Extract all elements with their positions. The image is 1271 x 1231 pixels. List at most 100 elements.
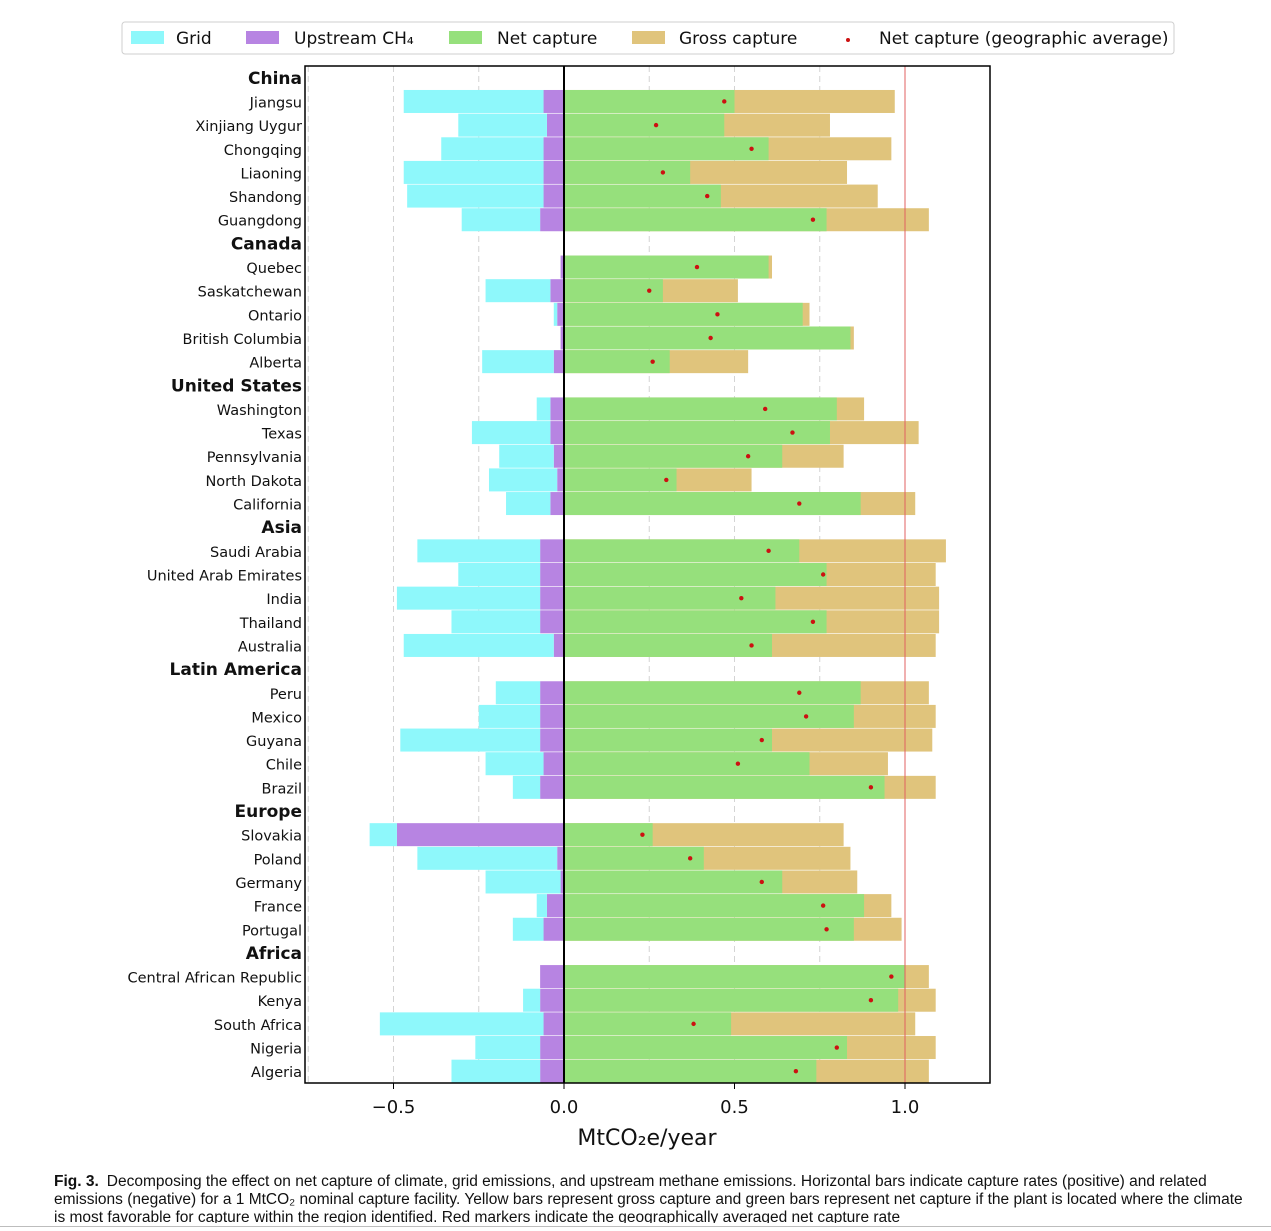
row-label-australia: Australia [238,639,302,655]
upstream-ch4-bar-thailand [540,610,564,634]
net-capture-bar-thailand [564,610,827,634]
net-capture-bar-united-arab-emirates [564,563,827,586]
row-label-alberta: Alberta [249,356,302,372]
grid-bar-guangdong [461,208,541,232]
grid-bar-jiangsu [403,89,544,113]
geographic-average-marker-germany [759,879,764,885]
plot-frame [304,65,991,1084]
upstream-ch4-bar-shandong [543,184,564,208]
caption-text: Decomposing the effect on net capture of… [54,1173,1243,1223]
grid-bar-ontario [553,302,558,326]
geographic-average-marker-guyana [759,737,764,743]
net-capture-bar-quebec [564,255,769,279]
capture-decomposition-chart: Grid Upstream CH₄ Net capture Gross capture… [121,21,1175,1151]
grid-bar-france [536,894,547,918]
row-label-pennsylvania: Pennsylvania [207,450,302,466]
geographic-average-marker-australia [749,643,754,648]
row-label-guangdong: Guangdong [218,214,302,230]
upstream-ch4-bar-kenya [540,988,564,1012]
legend-swatch-net-capture-geographic-average [846,38,850,42]
upstream-ch4-bar-guyana [540,728,564,752]
grid-bar-brazil [512,775,541,799]
row-label-california: California [233,498,302,514]
geographic-average-marker-quebec [694,264,700,270]
grid-bar-peru [495,681,541,705]
upstream-ch4-bar-poland [557,846,564,870]
net-capture-bar-texas [564,421,830,445]
upstream-ch4-bar-peru [540,681,564,705]
group-header-china: China [248,69,302,89]
geographic-average-marker-shandong [705,193,710,199]
upstream-ch4-bar-south-africa [543,1012,564,1036]
geographic-average-marker-british-columbia [708,335,713,341]
row-label-guyana: Guyana [246,734,302,750]
geographic-average-marker-chongqing [749,146,754,151]
upstream-ch4-bar-france [546,894,564,918]
grid-bar-thailand [451,610,541,634]
geographic-average-marker-united-arab-emirates [820,572,826,577]
row-label-slovakia: Slovakia [241,829,302,845]
upstream-ch4-bar-india [540,586,564,610]
row-label-peru: Peru [270,687,302,703]
upstream-ch4-bar-slovakia [396,823,564,847]
grid-bar-nigeria [475,1036,541,1060]
legend-swatch-grid [131,31,164,44]
upstream-ch4-bar-washington [550,397,564,421]
upstream-ch4-bar-chile [543,752,564,776]
net-capture-bar-shandong [564,184,721,208]
legend-label-upstream-ch: Upstream CH₄ [294,29,414,49]
group-header-africa: Africa [246,944,302,964]
geographic-average-marker-alberta [650,359,655,364]
grid-bar-kenya [523,988,541,1012]
net-capture-bar-brazil [564,775,885,799]
row-labels: China Jiangsu Xinjiang Uygur Chongqing Liaon… [127,69,302,1081]
geographic-average-marker-brazil [868,785,874,790]
row-label-thailand: Thailand [239,616,302,632]
geographic-average-marker-liaoning [660,170,666,175]
grid-bar-south-africa [379,1012,544,1036]
upstream-ch4-bar-ontario [557,302,564,326]
group-header-asia: Asia [261,518,302,538]
grid-bar-slovakia [369,823,397,847]
net-capture-bar-guyana [564,728,773,752]
grid-bar-california [506,492,551,516]
row-label-mexico: Mexico [251,710,302,726]
grid-bar-mexico [478,704,541,728]
geographic-average-marker-central-african-republic [889,974,894,979]
net-capture-bar-germany [564,870,783,894]
x-tick-label: 1.0 [891,1097,920,1118]
net-capture-bar-pennsylvania [564,444,783,468]
upstream-ch4-bar-guangdong [540,208,564,232]
grid-bar-germany [485,870,561,894]
upstream-ch4-bar-xinjiang-uygur [546,113,564,137]
x-ticks: −0.5 0.0 0.5 1.0 [372,1083,920,1118]
legend-label-gross-capture: Gross capture [679,29,797,49]
grid-bar-algeria [451,1059,541,1083]
grid-bar-portugal [512,917,544,941]
geographic-average-marker-xinjiang-uygur [653,122,659,128]
row-label-india: India [266,592,302,608]
legend-label-net-capture: Net capture [497,29,597,49]
caption-label: Fig. 3. [54,1173,99,1190]
row-label-british-columbia: British Columbia [183,332,302,348]
geographic-average-marker-nigeria [834,1045,839,1050]
grid-bar-washington [536,397,551,421]
net-capture-bar-saskatchewan [564,279,663,303]
grid-bar-guyana [400,728,541,752]
upstream-ch4-bar-pennsylvania [553,444,564,468]
legend-swatch-gross-capture [632,31,665,44]
group-header-europe: Europe [235,802,302,822]
row-label-portugal: Portugal [242,923,302,939]
grid-bar-saudi-arabia [417,539,541,563]
group-header-canada: Canada [231,234,302,254]
upstream-ch4-bar-liaoning [543,160,564,184]
geographic-average-marker-mexico [803,714,809,719]
net-capture-bar-australia [564,633,773,657]
geographic-average-marker-slovakia [640,832,645,837]
grid-bar-chongqing [441,137,544,161]
upstream-ch4-bar-nigeria [540,1036,564,1060]
net-capture-bar-chile [564,752,810,776]
grid-bar-india [396,586,541,610]
geographic-average-marker-kenya [868,998,874,1003]
upstream-ch4-bar-australia [553,633,564,657]
